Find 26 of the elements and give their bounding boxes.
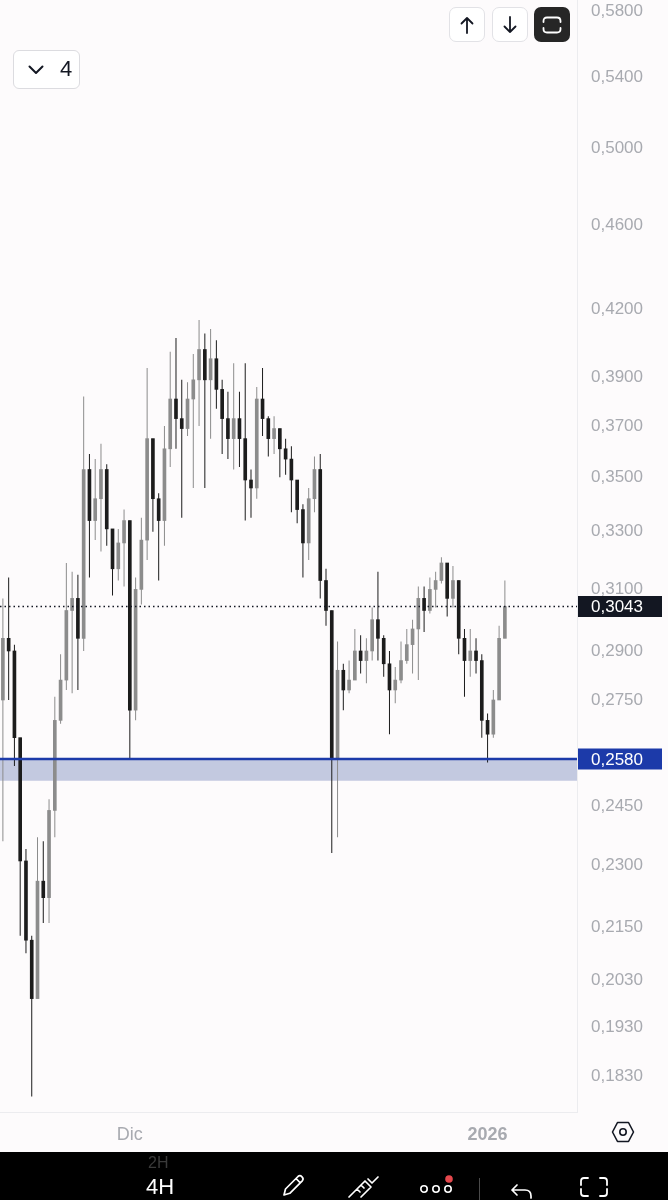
y-tick-label: 0,4600 — [591, 214, 643, 234]
y-tick-label: 0,3500 — [591, 467, 643, 487]
y-tick-label: 0,3300 — [591, 521, 643, 541]
dropdown-button: 4 — [13, 50, 80, 89]
y-tick-label: 0,3900 — [591, 367, 643, 387]
y-tick-label: 0,1930 — [591, 1016, 643, 1036]
y-tick-label: 0,1830 — [591, 1065, 643, 1085]
y-tick-label: 0,3700 — [591, 415, 643, 435]
toolbar: 2H 4H — [0, 1152, 668, 1200]
y-tick-label: 0,2150 — [591, 916, 643, 936]
y-tick-label: 0,5000 — [591, 137, 643, 157]
ref-line-label: 0,3043 — [591, 597, 643, 617]
y-tick-label: 0,2750 — [591, 689, 643, 709]
y-tick-label: 0,5800 — [591, 0, 643, 20]
y-tick-label: 0,2030 — [591, 969, 643, 989]
y-tick-label: 0,5400 — [591, 66, 643, 86]
y-tick-label: 0,3100 — [591, 579, 643, 599]
candlestick — [179, 379, 184, 518]
x-tick-label: Dic — [116, 1123, 143, 1144]
y-tick-label: 0,4200 — [591, 298, 643, 318]
x-tick-label: 2026 — [467, 1123, 508, 1144]
ref-line-label: 0,2580 — [591, 749, 643, 769]
y-tick-label: 0,2900 — [591, 640, 643, 660]
annotation: 4 — [60, 56, 73, 81]
y-tick-label: 0,2300 — [591, 854, 643, 874]
y-tick-label: 0,2450 — [591, 796, 643, 816]
